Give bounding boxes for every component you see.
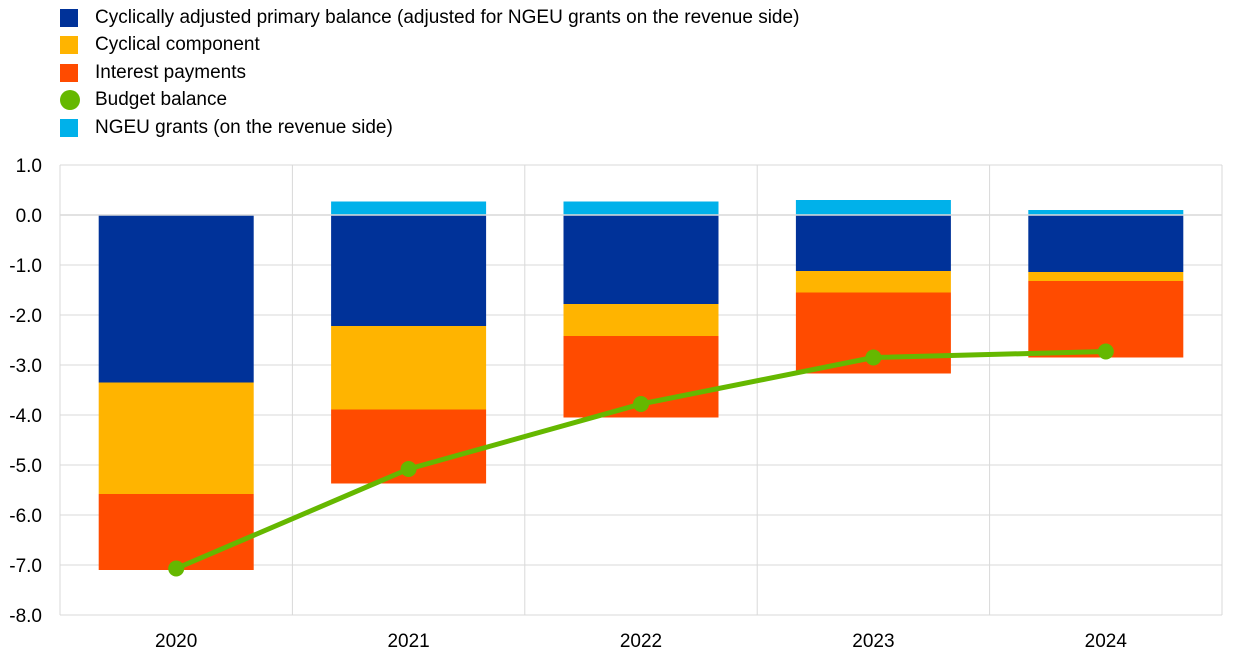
x-tick-label-2021: 2021 (387, 631, 429, 652)
bar-2024-series-0 (1028, 215, 1184, 272)
y-tick-label: -1.0 (9, 256, 42, 277)
legend-item-ngeu: NGEU grants (on the revenue side) (60, 114, 799, 142)
legend-label-budget: Budget balance (95, 89, 228, 111)
bar-2020-series-0 (98, 215, 254, 383)
bar-2023-series-1 (795, 271, 951, 293)
legend-label-cyclical: Cyclical component (95, 34, 260, 56)
legend-swatch-cyclical (60, 36, 78, 55)
y-tick-label: -5.0 (9, 456, 42, 477)
bar-2023-series-0 (795, 215, 951, 271)
legend-item-budget: Budget balance (60, 87, 799, 115)
legend-label-interest: Interest payments (95, 61, 247, 83)
legend-swatch-budget (60, 90, 80, 111)
chart-legend: Cyclically adjusted primary balance (adj… (60, 4, 799, 142)
budget-balance-point-2021 (400, 461, 417, 477)
budget-balance-point-2022 (633, 396, 649, 412)
bar-2022-series-0 (563, 215, 719, 304)
legend-item-capb: Cyclically adjusted primary balance (adj… (60, 4, 799, 32)
y-tick-label: -8.0 (9, 606, 42, 627)
bar-2021-series-1 (331, 326, 487, 410)
x-tick-label-2022: 2022 (620, 631, 662, 652)
bar-2022-series-1 (563, 304, 719, 336)
bar-2020-series-2 (98, 494, 254, 570)
bar-2024-series-4 (1028, 210, 1184, 215)
x-tick-label-2020: 2020 (155, 631, 197, 652)
bar-2021-series-0 (331, 215, 487, 326)
y-tick-label: -2.0 (9, 306, 42, 327)
y-tick-label: 0.0 (16, 206, 42, 227)
y-tick-label: 1.0 (16, 156, 42, 177)
budget-balance-point-2024 (1097, 343, 1114, 360)
bar-2023-series-4 (795, 200, 951, 215)
x-tick-label-2024: 2024 (1085, 631, 1128, 652)
legend-item-interest: Interest payments (60, 59, 799, 87)
bar-2020-series-1 (98, 382, 254, 494)
bar-2022-series-4 (563, 201, 719, 215)
legend-swatch-capb (60, 8, 78, 27)
legend-item-cyclical: Cyclical component (60, 32, 799, 60)
bar-2024-series-1 (1028, 272, 1184, 281)
bar-2021-series-4 (331, 201, 487, 215)
budget-balance-point-2020 (168, 560, 185, 577)
x-tick-label-2023: 2023 (852, 631, 894, 652)
y-tick-label: -4.0 (9, 406, 42, 427)
legend-swatch-ngeu (60, 118, 78, 137)
legend-swatch-interest (60, 63, 78, 82)
y-tick-label: -6.0 (9, 506, 42, 527)
budget-balance-point-2023 (865, 349, 882, 366)
legend-label-capb: Cyclically adjusted primary balance (adj… (95, 6, 800, 28)
legend-label-ngeu: NGEU grants (on the revenue side) (95, 116, 393, 138)
y-tick-label: -7.0 (9, 556, 42, 577)
y-tick-label: -3.0 (9, 356, 42, 377)
